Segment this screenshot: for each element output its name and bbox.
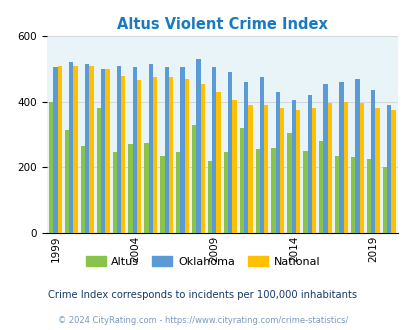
Bar <box>279 108 284 233</box>
Bar <box>216 92 220 233</box>
Bar <box>334 156 339 233</box>
Bar <box>49 102 53 233</box>
Bar <box>239 128 243 233</box>
Bar <box>168 77 173 233</box>
Bar <box>311 108 315 233</box>
Bar <box>69 62 73 233</box>
Title: Altus Violent Crime Index: Altus Violent Crime Index <box>117 17 327 32</box>
Bar <box>343 102 347 233</box>
Bar <box>259 77 264 233</box>
Bar <box>223 152 228 233</box>
Bar <box>255 149 259 233</box>
Bar <box>366 159 370 233</box>
Text: Crime Index corresponds to incidents per 100,000 inhabitants: Crime Index corresponds to incidents per… <box>48 290 357 300</box>
Bar <box>232 100 236 233</box>
Bar <box>271 148 275 233</box>
Text: © 2024 CityRating.com - https://www.cityrating.com/crime-statistics/: © 2024 CityRating.com - https://www.city… <box>58 316 347 325</box>
Bar <box>132 67 137 233</box>
Bar <box>153 77 157 233</box>
Bar <box>264 105 268 233</box>
Bar <box>207 161 212 233</box>
Bar <box>148 64 153 233</box>
Bar <box>339 82 343 233</box>
Bar <box>382 167 386 233</box>
Bar <box>117 66 121 233</box>
Bar <box>58 66 62 233</box>
Bar <box>196 59 200 233</box>
Bar <box>247 105 252 233</box>
Bar <box>375 108 379 233</box>
Bar <box>160 156 164 233</box>
Bar <box>287 133 291 233</box>
Bar <box>295 110 299 233</box>
Bar <box>200 84 205 233</box>
Bar <box>358 103 363 233</box>
Bar <box>291 100 295 233</box>
Bar <box>307 95 311 233</box>
Bar <box>350 157 354 233</box>
Bar <box>176 152 180 233</box>
Bar <box>184 79 189 233</box>
Bar <box>85 64 89 233</box>
Bar <box>53 67 58 233</box>
Legend: Altus, Oklahoma, National: Altus, Oklahoma, National <box>81 251 324 271</box>
Bar <box>228 72 232 233</box>
Bar <box>354 79 358 233</box>
Bar <box>243 82 247 233</box>
Bar <box>390 110 394 233</box>
Bar <box>101 69 105 233</box>
Bar <box>73 66 78 233</box>
Bar <box>112 152 117 233</box>
Bar <box>327 103 331 233</box>
Bar <box>121 76 125 233</box>
Bar <box>81 146 85 233</box>
Bar <box>275 92 279 233</box>
Bar <box>164 67 168 233</box>
Bar <box>65 130 69 233</box>
Bar <box>144 143 148 233</box>
Bar <box>89 66 94 233</box>
Bar <box>180 67 184 233</box>
Bar <box>386 105 390 233</box>
Bar <box>105 69 109 233</box>
Bar <box>323 84 327 233</box>
Bar <box>303 151 307 233</box>
Bar <box>128 144 132 233</box>
Bar <box>137 81 141 233</box>
Bar <box>370 90 375 233</box>
Bar <box>192 125 196 233</box>
Bar <box>318 141 323 233</box>
Bar <box>96 108 101 233</box>
Bar <box>212 67 216 233</box>
